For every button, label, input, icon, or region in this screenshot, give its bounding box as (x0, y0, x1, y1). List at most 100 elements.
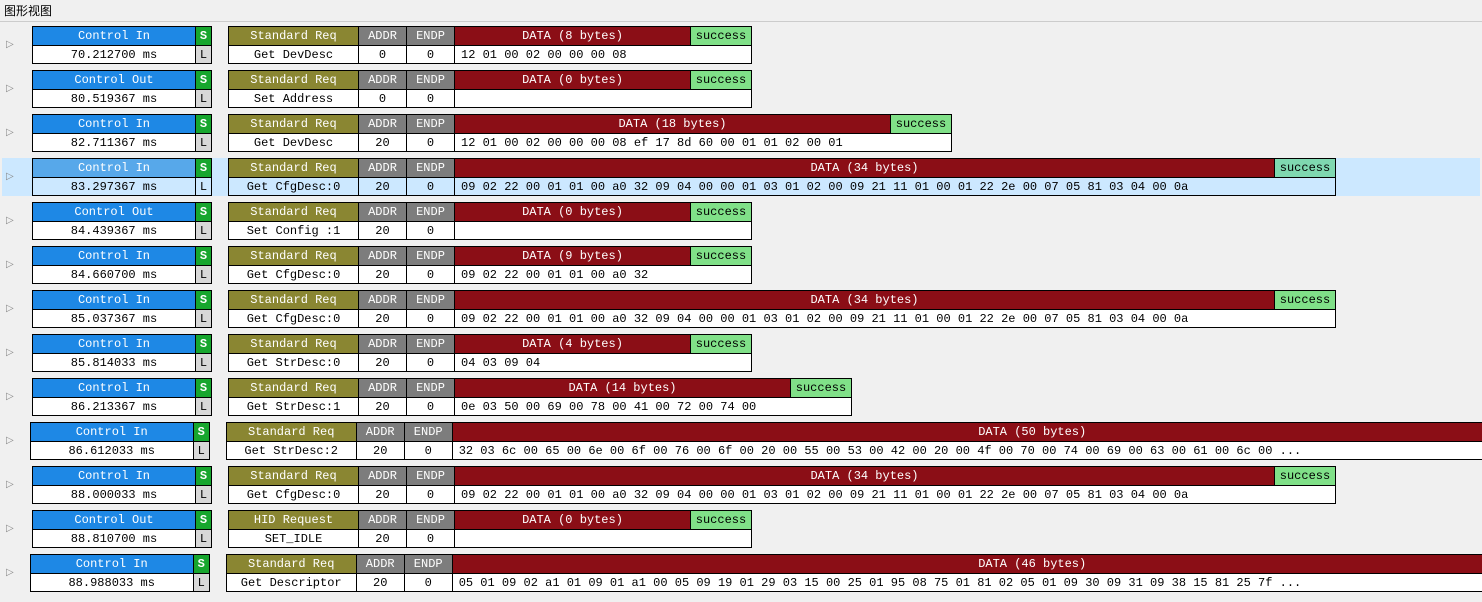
chevron-right-icon[interactable]: ▷ (6, 127, 16, 139)
s-badge: S (195, 247, 211, 265)
req-type-header: Standard Req (229, 27, 359, 45)
chevron-right-icon[interactable]: ▷ (6, 435, 14, 447)
req-type-header: Standard Req (229, 379, 359, 397)
packet-row[interactable]: ▷Control InS84.660700 msLStandard ReqADD… (2, 246, 1480, 284)
chevron-right-icon[interactable]: ▷ (6, 347, 16, 359)
l-badge: L (195, 266, 211, 283)
data-bytes (455, 530, 751, 547)
control-direction: Control In (33, 467, 195, 485)
control-direction: Control In (33, 291, 195, 309)
addr-header: ADDR (357, 555, 405, 573)
packet-row[interactable]: ▷Control InS82.711367 msLStandard ReqADD… (2, 114, 1480, 152)
data-bytes: 32 03 6c 00 65 00 6e 00 6f 00 76 00 6f 0… (453, 442, 1482, 459)
l-badge: L (195, 134, 211, 151)
chevron-right-icon[interactable]: ▷ (6, 171, 16, 183)
status-badge: success (1275, 467, 1335, 485)
addr-header: ADDR (359, 27, 407, 45)
chevron-right-icon[interactable]: ▷ (6, 479, 16, 491)
chevron-right-icon[interactable]: ▷ (6, 39, 16, 51)
data-header: DATA (8 bytes) (455, 27, 691, 45)
data-bytes (455, 90, 751, 107)
control-block: Control InS85.814033 msL (32, 334, 212, 372)
endp-value: 0 (405, 442, 453, 459)
data-header: DATA (9 bytes) (455, 247, 691, 265)
addr-header: ADDR (357, 423, 405, 441)
data-header: DATA (34 bytes) (455, 159, 1275, 177)
packet-row[interactable]: ▷Control OutS80.519367 msLStandard ReqAD… (2, 70, 1480, 108)
detail-block: Standard ReqADDRENDPDATA (46 bytes)succe… (226, 554, 1482, 592)
chevron-right-icon[interactable]: ▷ (6, 259, 16, 271)
req-value: Get CfgDesc:0 (229, 310, 359, 327)
timestamp: 86.213367 ms (33, 398, 195, 415)
s-badge: S (195, 27, 211, 45)
timestamp: 88.988033 ms (31, 574, 193, 591)
req-type-header: HID Request (229, 511, 359, 529)
endp-header: ENDP (407, 159, 455, 177)
control-direction: Control In (31, 555, 193, 573)
data-bytes: 04 03 09 04 (455, 354, 751, 371)
chevron-right-icon[interactable]: ▷ (6, 83, 16, 95)
chevron-right-icon[interactable]: ▷ (6, 567, 14, 579)
packet-row[interactable]: ▷Control InS85.037367 msLStandard ReqADD… (2, 290, 1480, 328)
data-header: DATA (50 bytes) (453, 423, 1482, 441)
rows-container: ▷Control InS70.212700 msLStandard ReqADD… (0, 22, 1482, 602)
l-badge: L (193, 442, 209, 459)
packet-row[interactable]: ▷Control OutS88.810700 msLHID RequestADD… (2, 510, 1480, 548)
l-badge: L (195, 46, 211, 63)
control-block: Control InS83.297367 msL (32, 158, 212, 196)
data-header: DATA (0 bytes) (455, 203, 691, 221)
l-badge: L (195, 530, 211, 547)
endp-value: 0 (407, 530, 455, 547)
data-bytes: 09 02 22 00 01 01 00 a0 32 (455, 266, 751, 283)
l-badge: L (195, 90, 211, 107)
req-value: Get StrDesc:2 (227, 442, 357, 459)
packet-row[interactable]: ▷Control InS86.213367 msLStandard ReqADD… (2, 378, 1480, 416)
addr-value: 20 (359, 178, 407, 195)
packet-row[interactable]: ▷Control OutS84.439367 msLStandard ReqAD… (2, 202, 1480, 240)
timestamp: 84.660700 ms (33, 266, 195, 283)
status-badge: success (891, 115, 951, 133)
addr-header: ADDR (359, 467, 407, 485)
chevron-right-icon[interactable]: ▷ (6, 391, 16, 403)
detail-block: Standard ReqADDRENDPDATA (34 bytes)succe… (228, 466, 1336, 504)
control-block: Control OutS80.519367 msL (32, 70, 212, 108)
req-type-header: Standard Req (229, 467, 359, 485)
addr-value: 20 (359, 134, 407, 151)
endp-header: ENDP (407, 115, 455, 133)
control-direction: Control Out (33, 511, 195, 529)
req-type-header: Standard Req (227, 423, 357, 441)
control-block: Control OutS84.439367 msL (32, 202, 212, 240)
endp-header: ENDP (407, 203, 455, 221)
packet-row[interactable]: ▷ Control InS88.000033 msL Standard ReqADD… (2, 466, 1480, 504)
chevron-right-icon[interactable]: ▷ (6, 303, 16, 315)
req-value: Get StrDesc:1 (229, 398, 359, 415)
timestamp: 88.000033 ms (33, 486, 195, 503)
l-badge: L (195, 178, 211, 195)
s-badge: S (195, 71, 211, 89)
packet-row[interactable]: ▷Control InS85.814033 msLStandard ReqADD… (2, 334, 1480, 372)
chevron-right-icon[interactable]: ▷ (6, 215, 16, 227)
endp-value: 0 (407, 354, 455, 371)
detail-block: Standard ReqADDRENDPDATA (34 bytes)succe… (228, 158, 1336, 196)
data-bytes: 05 01 09 02 a1 01 09 01 a1 00 05 09 19 0… (453, 574, 1482, 591)
status-badge: success (691, 335, 751, 353)
req-value: Set Config :1 (229, 222, 359, 239)
addr-value: 20 (359, 222, 407, 239)
packet-row[interactable]: ▷ Control InS83.297367 msL Standard ReqADD… (2, 158, 1480, 196)
packet-row[interactable]: ▷Control InS88.988033 msLStandard ReqADD… (2, 554, 1480, 592)
endp-value: 0 (405, 574, 453, 591)
packet-row[interactable]: ▷ Control InS70.212700 msL Standard ReqADD… (2, 26, 1480, 64)
chevron-right-icon[interactable]: ▷ (6, 523, 16, 535)
packet-row[interactable]: ▷Control InS86.612033 msLStandard ReqADD… (2, 422, 1480, 460)
req-value: Get CfgDesc:0 (229, 178, 359, 195)
endp-value: 0 (407, 398, 455, 415)
s-badge: S (195, 291, 211, 309)
data-header: DATA (18 bytes) (455, 115, 891, 133)
endp-value: 0 (407, 90, 455, 107)
s-badge: S (193, 555, 209, 573)
detail-block: Standard ReqADDRENDPDATA (8 bytes)succes… (228, 26, 752, 64)
data-bytes (455, 222, 751, 239)
control-block: Control InS70.212700 msL (32, 26, 212, 64)
control-block: Control InS88.000033 msL (32, 466, 212, 504)
data-header: DATA (4 bytes) (455, 335, 691, 353)
